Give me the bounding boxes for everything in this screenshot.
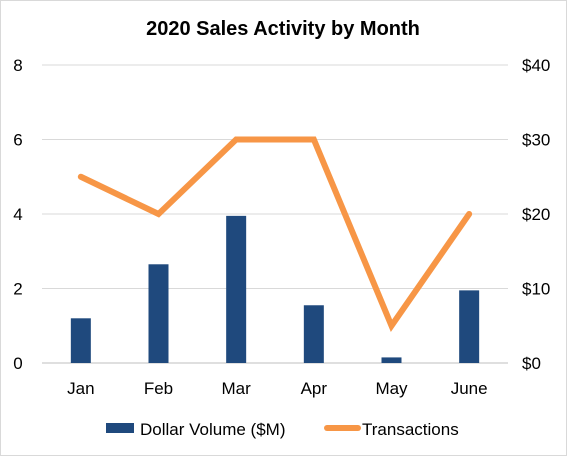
transactions-line	[77, 136, 473, 332]
bar	[226, 215, 247, 363]
bar	[70, 318, 91, 363]
right-tick-label: $40	[522, 56, 550, 75]
left-axis-ticks: 0 2 4 6 8	[13, 56, 22, 373]
left-tick-label: 0	[13, 354, 22, 373]
bar	[148, 264, 169, 363]
left-tick-label: 6	[13, 131, 22, 150]
legend-label-dollar-volume: Dollar Volume ($M)	[140, 420, 286, 439]
right-axis-ticks: $0 $10 $20 $30 $40	[522, 56, 550, 373]
x-tick-label: Mar	[222, 379, 252, 398]
bar	[459, 290, 480, 363]
x-tick-label: Jan	[67, 379, 94, 398]
bar	[303, 305, 324, 363]
right-tick-label: $30	[522, 131, 550, 150]
x-tick-label: Feb	[144, 379, 173, 398]
right-tick-label: $20	[522, 205, 550, 224]
bar-series	[70, 215, 480, 363]
gridlines	[42, 64, 508, 364]
right-tick-label: $0	[522, 354, 541, 373]
line-series	[77, 136, 473, 332]
x-tick-label: Apr	[301, 379, 328, 398]
left-tick-label: 2	[13, 280, 22, 299]
legend-swatch-dollar-volume	[106, 423, 134, 433]
x-tick-label: May	[375, 379, 408, 398]
x-tick-label: June	[451, 379, 488, 398]
legend-label-transactions: Transactions	[362, 420, 459, 439]
left-tick-label: 8	[13, 56, 22, 75]
chart-title: 2020 Sales Activity by Month	[146, 18, 420, 40]
left-tick-label: 4	[13, 205, 22, 224]
x-axis-ticks: Jan Feb Mar Apr May June	[67, 379, 487, 398]
right-tick-label: $10	[522, 280, 550, 299]
legend: Dollar Volume ($M) Transactions	[106, 420, 459, 439]
bar	[381, 357, 402, 363]
